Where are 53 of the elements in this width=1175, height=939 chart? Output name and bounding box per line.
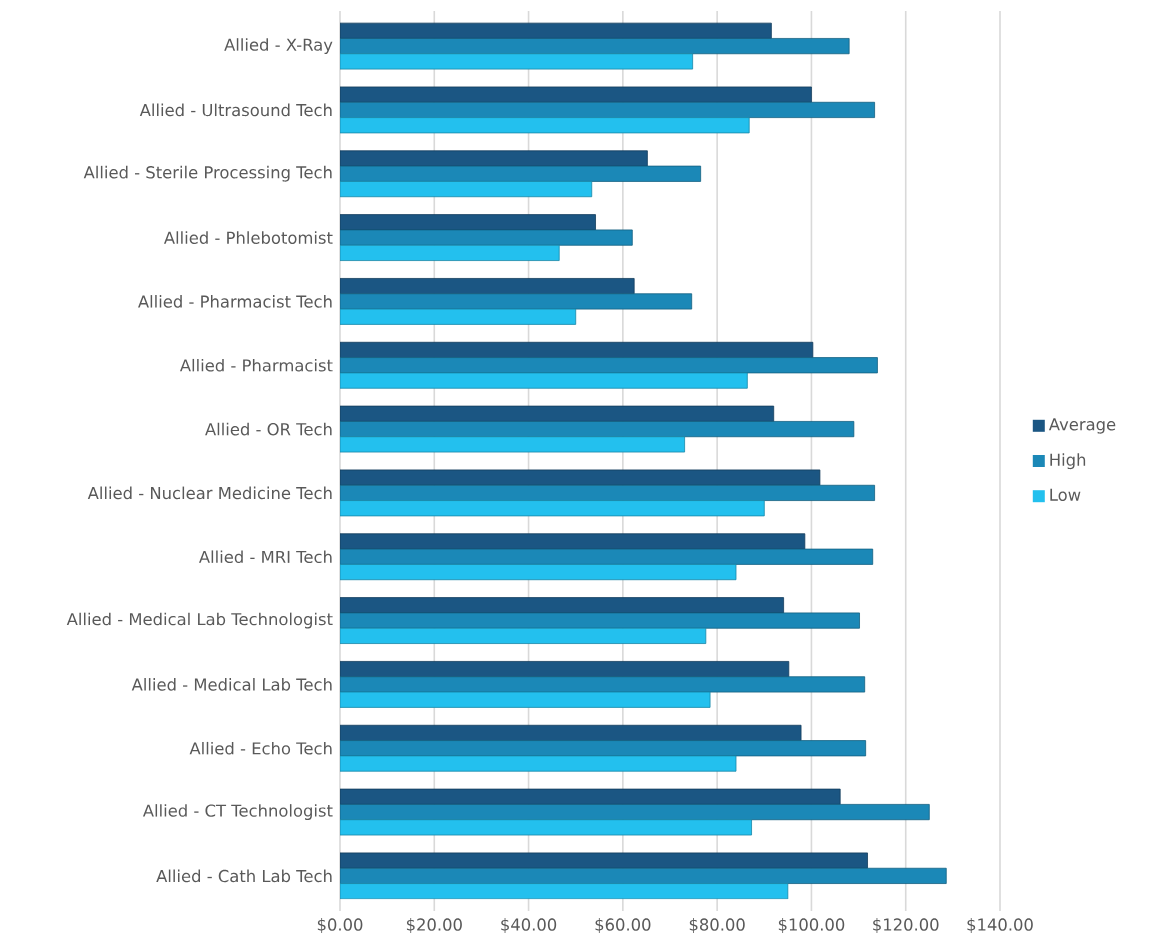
y-tick-label: Allied - MRI Tech [199,550,332,564]
y-tick-label: Allied - Medical Lab Tech [131,678,332,691]
legend-label: Low [1050,488,1081,501]
x-tick-label: $80.00 [689,918,745,933]
bar [340,421,855,438]
y-tick-label: Allied - Nuclear Medicine Tech [87,486,332,500]
bar [340,101,875,118]
bar [340,755,737,772]
x-tick-label: $140.00 [967,918,1033,933]
x-tick-label: $60.00 [595,918,651,933]
legend-label: High [1050,453,1086,470]
y-tick-label: Allied - Pharmacist [179,358,333,372]
x-tick-label: $120.00 [873,918,939,933]
bar [340,883,789,900]
bar [340,819,752,836]
y-tick-label: Allied - Medical Lab Technologist [66,612,333,629]
bar [340,436,686,453]
bar [340,117,750,134]
bar [340,627,707,644]
y-tick-label: Allied - Sterile Processing Tech [83,165,332,182]
x-tick-label: $20.00 [406,918,462,933]
bar [340,308,577,325]
x-tick-label: $0.00 [317,918,363,933]
y-tick-label: Allied - Ultrasound Tech [139,103,332,117]
x-tick-label: $40.00 [501,918,557,933]
y-tick-label: Allied - X-Ray [224,38,333,55]
bar [340,804,930,821]
y-tick-label: Allied - OR Tech [205,422,332,436]
bar [340,372,748,389]
bar [340,181,593,198]
bar [340,293,693,310]
bar [340,676,866,693]
x-tick-label: $100.00 [778,918,845,933]
bar [340,564,737,581]
y-tick-label: Allied - Pharmacist Tech [138,295,332,308]
bar [340,867,947,884]
bar [340,53,694,70]
bar [340,229,633,246]
bar [340,244,560,261]
bar [340,548,874,565]
bar [340,740,867,757]
bar [340,691,711,708]
y-tick-label: Allied - Phlebotomist [163,231,333,244]
bar [340,357,878,374]
y-tick-label: Allied - CT Technologist [142,804,333,821]
bar [340,500,765,517]
bar [340,165,702,182]
legend-label: Average [1048,418,1116,434]
y-tick-label: Allied - Echo Tech [189,741,332,755]
bar [340,612,860,629]
y-tick-label: Allied - Cath Lab Tech [156,869,332,883]
bar [340,38,850,55]
bar [340,484,875,501]
